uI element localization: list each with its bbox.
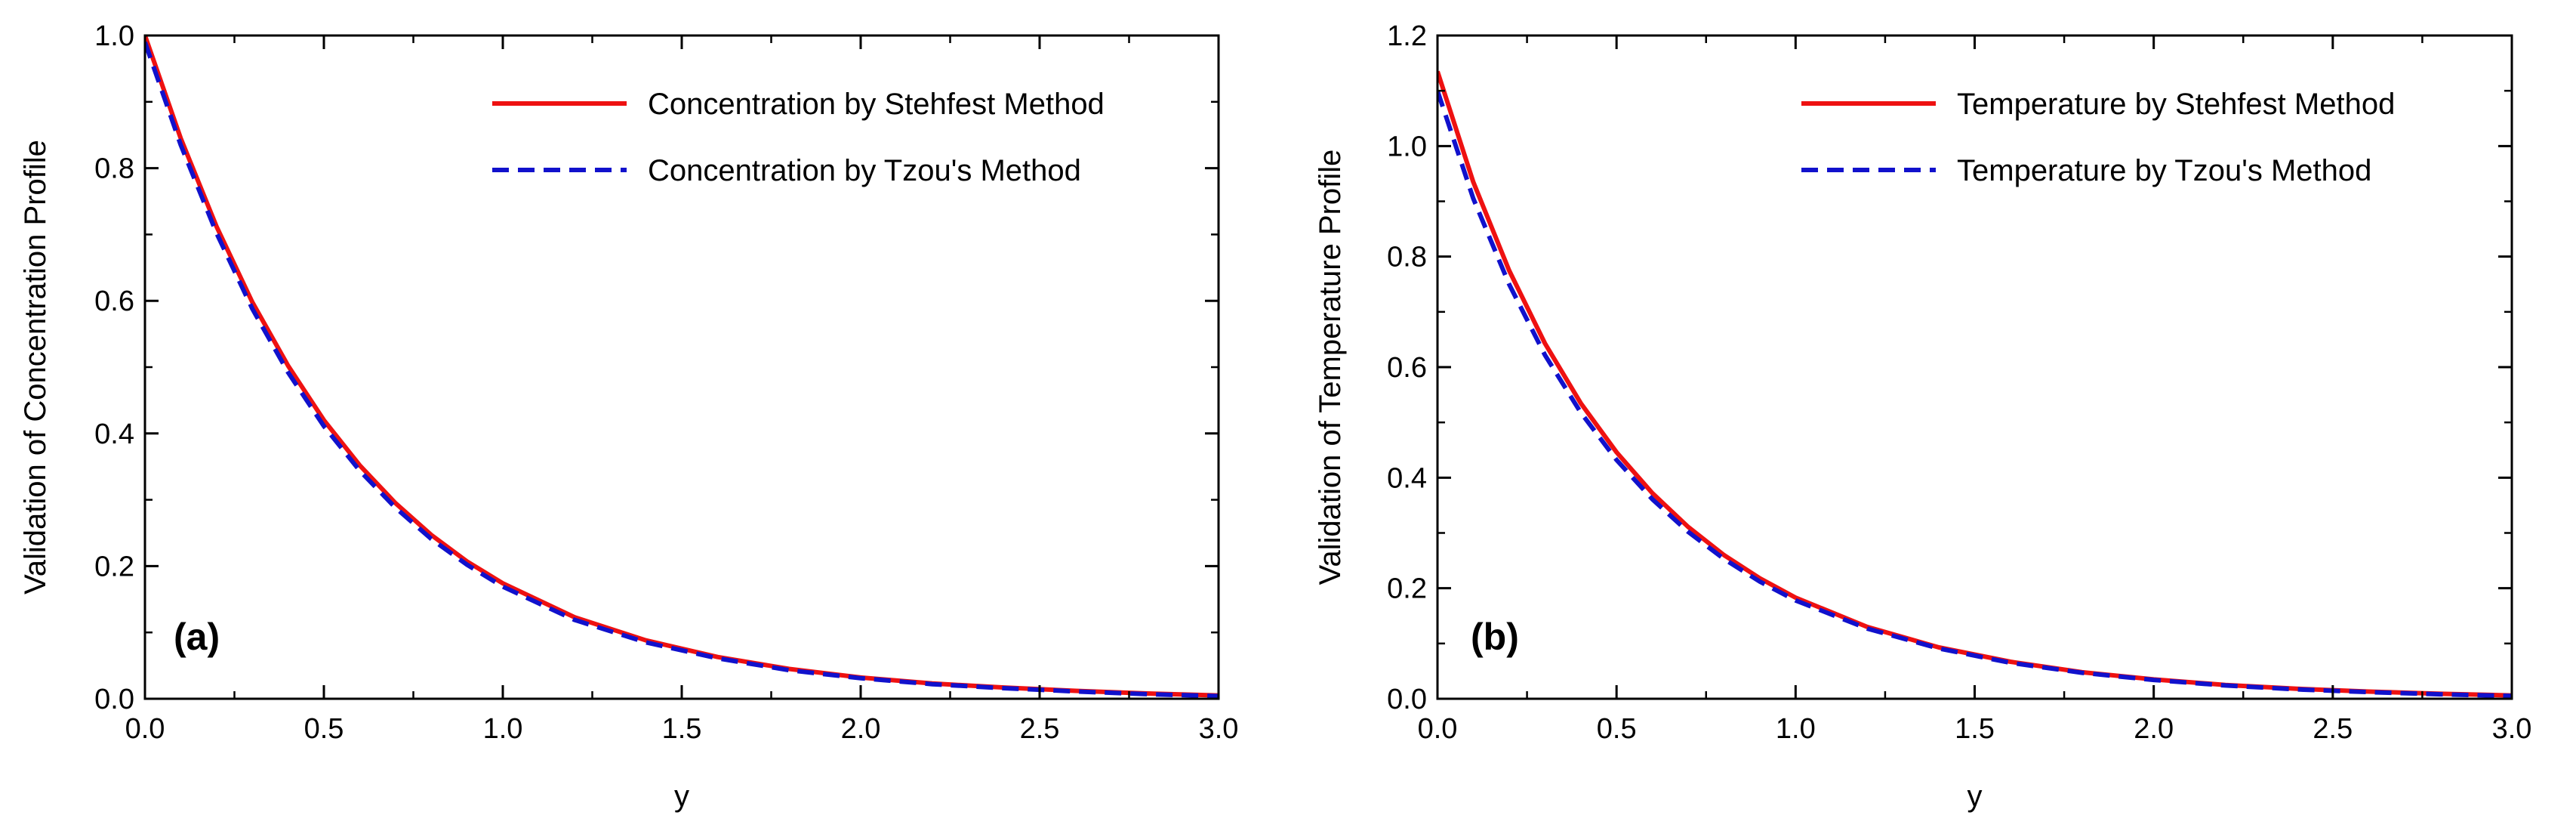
y-tick-label: 0.6 [1387,352,1427,384]
series-line-2 [145,41,1219,699]
x-tick-label: 3.0 [1199,713,1239,745]
x-tick-label: 3.0 [2492,713,2532,745]
y-tick-label: 1.2 [1387,20,1427,52]
x-tick-label: 2.0 [2134,713,2174,745]
y-axis-label: Validation of Temperature Profile [1314,150,1347,585]
legend-label-2: Temperature by Tzou's Method [1957,154,2371,187]
y-tick-label: 0.2 [94,551,134,582]
legend-label-2: Concentration by Tzou's Method [648,154,1081,187]
y-tick-label: 0.0 [1387,684,1427,715]
y-tick-label: 0.4 [94,418,134,450]
y-tick-label: 1.0 [1387,131,1427,162]
x-tick-label: 2.0 [841,713,881,745]
x-tick-label: 1.0 [483,713,523,745]
x-axis-label: y [674,780,689,813]
panel-label: (b) [1471,616,1519,658]
series-line-2 [1437,90,2512,699]
y-tick-label: 0.4 [1387,462,1427,494]
panel-a: 0.0 0.5 1.0 1.5 2.0 2.5 3.0 0.0 0.2 0.4 0.6 0.8 1.0 y… [19,20,1238,813]
y-axis-label: Validation of Concentration Profile [19,140,52,595]
y-tick-label: 0.8 [94,153,134,185]
x-tick-label: 0.5 [1597,713,1637,745]
plot-frame [143,34,1220,700]
y-tick-label: 0.6 [94,286,134,317]
y-tick-label: 0.2 [1387,573,1427,605]
legend: Concentration by Stehfest Method Concentr… [492,88,1105,187]
y-tick-label: 0.8 [1387,242,1427,273]
legend: Temperature by Stehfest Method Temperatur… [1801,88,2395,187]
panel-b: 0.0 0.5 1.0 1.5 2.0 2.5 3.0 0.0 0.2 0.4 0.6 0.8 1.0 1… [1314,20,2531,813]
plot-frame [1436,34,2513,700]
x-tick-label: 1.5 [662,713,702,745]
x-tick-label: 1.0 [1776,713,1816,745]
panel-label: (a) [174,616,220,658]
x-tick-label: 0.0 [1418,713,1458,745]
x-tick-label: 2.5 [2313,713,2353,745]
x-axis-label: y [1967,780,1983,813]
x-tick-label: 1.5 [1955,713,1995,745]
y-tick-label: 0.0 [94,684,134,715]
x-tick-label: 0.5 [304,713,344,745]
legend-label-1: Temperature by Stehfest Method [1957,88,2395,121]
x-tick-label: 0.0 [125,713,165,745]
x-tick-label: 2.5 [1020,713,1060,745]
legend-label-1: Concentration by Stehfest Method [648,88,1105,121]
y-tick-label: 1.0 [94,20,134,52]
series-line-1 [145,36,1219,698]
